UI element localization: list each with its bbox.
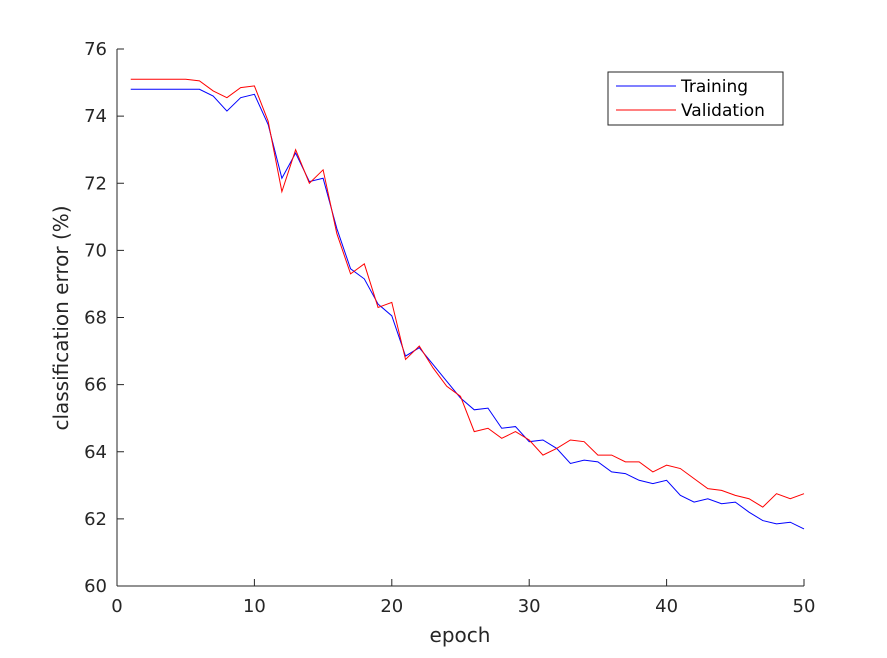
- legend-label-validation: Validation: [681, 101, 765, 121]
- y-tick-label: 72: [84, 173, 107, 194]
- y-tick-label: 62: [84, 509, 107, 530]
- y-tick-label: 60: [84, 576, 107, 597]
- y-axis-label: classification error (%): [49, 205, 73, 430]
- y-tick-label: 68: [84, 308, 107, 329]
- axes-layer: 0 10 20 30 40 50 60 62 64 66 68 70 72 74 76: [84, 39, 815, 617]
- x-tick-label: 40: [655, 596, 678, 617]
- x-axis-label: epoch: [430, 623, 491, 647]
- y-tick-label: 74: [84, 106, 107, 127]
- y-tick-label: 70: [84, 240, 107, 261]
- y-tick-label: 64: [84, 442, 107, 463]
- y-tick-label: 66: [84, 375, 107, 396]
- x-tick-label: 20: [380, 596, 403, 617]
- y-tick-label: 76: [84, 39, 107, 60]
- series-line-validation: [130, 78, 805, 508]
- legend-label-training: Training: [680, 77, 748, 97]
- series-layer: [130, 78, 805, 530]
- legend: Training Validation: [607, 71, 784, 126]
- series-line-training: [130, 88, 805, 530]
- legend-box: [607, 71, 784, 126]
- plot-background: [117, 49, 804, 586]
- x-tick-label: 30: [518, 596, 541, 617]
- x-tick-label: 0: [111, 596, 122, 617]
- x-tick-label: 10: [243, 596, 266, 617]
- x-tick-label: 50: [793, 596, 816, 617]
